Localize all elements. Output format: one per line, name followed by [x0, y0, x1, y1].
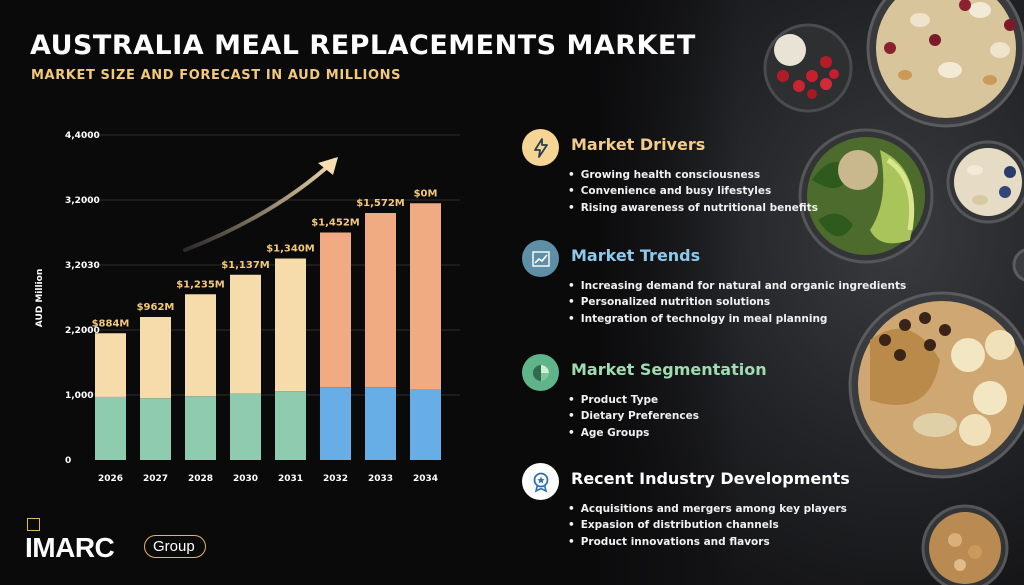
nuts-bowl-image [921, 504, 1009, 585]
x-tick-label: 2027 [143, 474, 168, 484]
section-bullet-list: Increasing demand for natural and organi… [568, 278, 907, 327]
lightning-icon [522, 129, 559, 166]
x-tick-label: 2030 [233, 474, 258, 484]
avocado-bowl-image [798, 128, 934, 264]
page-title: AUSTRALIA MEAL REPLACEMENTS MARKET [30, 30, 696, 61]
food-photo-collage [763, 0, 1024, 585]
peanut-butter-banana-bowl-image [848, 291, 1024, 479]
blueberry-granola-bowl-image [946, 140, 1024, 224]
market-size-chart: 0 1,000 2,2000 3,2030 3,2000 4,4000 AUD Milli… [35, 131, 460, 484]
bullet-item: Product Type [568, 392, 699, 408]
oatmeal-bowl-image [866, 0, 1024, 128]
bar-top-segment [365, 213, 396, 388]
bullet-item: Increasing demand for natural and organi… [568, 278, 907, 294]
imarc-logo: IMARC Group [25, 518, 225, 568]
x-tick-label: 2031 [278, 474, 303, 484]
bar-data-label: $962M [137, 302, 175, 313]
bar-top-segment [320, 232, 351, 388]
y-tick-label: 4,4000 [65, 131, 100, 141]
bar-data-label: $1,137M [221, 260, 270, 271]
bar-bottom-segment [230, 393, 261, 460]
y-tick-label: 3,2030 [65, 261, 100, 271]
section-title: Market Segmentation [571, 360, 767, 379]
y-tick-label: 3,2000 [65, 196, 100, 206]
section-title: Market Drivers [571, 135, 706, 154]
logo-group-text: Group [144, 535, 206, 558]
bar-data-label: $1,452M [311, 218, 360, 229]
bullet-item: Personalized nutrition solutions [568, 294, 906, 310]
bar-data-label: $1,572M [356, 198, 405, 209]
bar-bottom-segment [140, 398, 171, 460]
bullet-item: Product innovations and flavors [568, 534, 847, 550]
bar-data-label: $0M [414, 188, 438, 199]
bar-top-segment [140, 317, 171, 399]
bullet-item: Expasion of distribution channels [568, 517, 847, 533]
section-market-segmentation: Market Segmentation Product TypeDietary P… [522, 354, 852, 439]
bar-bottom-segment [365, 387, 396, 460]
section-market-drivers: Market Drivers Growing health consciousne… [522, 129, 852, 214]
section-bullet-list: Product TypeDietary PreferencesAge Group… [568, 392, 699, 441]
y-tick-label: 2,2000 [65, 326, 100, 336]
bar-top-segment [185, 294, 216, 397]
section-title: Recent Industry Developments [571, 469, 850, 488]
bar-bottom-segment [275, 391, 306, 460]
x-tick-label: 2026 [98, 474, 123, 484]
bar-bottom-segment [320, 387, 351, 460]
bar-bottom-segment [185, 396, 216, 460]
bar-top-segment [95, 333, 126, 397]
section-title: Market Trends [571, 246, 701, 265]
bar-top-segment [410, 203, 441, 390]
section-bullet-list: Growing health consciousnessConvenience … [568, 167, 818, 216]
section-recent-industry-developments: Recent Industry Developments Acquisitions… [522, 463, 852, 548]
logo-square-mark [27, 518, 40, 531]
y-axis-label: AUD Million [35, 269, 45, 328]
logo-main-text: IMARC [25, 532, 115, 563]
bar-bottom-segment [410, 389, 441, 460]
growth-arrow-head [318, 157, 338, 175]
page-subtitle: MARKET SIZE AND FORECAST IN AUD MILLIONS [31, 68, 402, 83]
partial-bowl-image [1012, 248, 1024, 282]
bullet-item: Growing health consciousness [568, 167, 818, 183]
y-tick-label: 0 [65, 456, 71, 466]
bullet-item: Age Groups [568, 425, 699, 441]
section-market-trends: Market Trends Increasing demand for natur… [522, 240, 906, 325]
x-tick-label: 2032 [323, 474, 348, 484]
trend-chart-icon [522, 240, 559, 277]
section-bullet-list: Acquisitions and mergers among key playe… [568, 501, 847, 550]
y-tick-label: 1,000 [65, 391, 93, 401]
bar-data-label: $1,340M [266, 244, 315, 255]
bar-top-segment [230, 274, 261, 394]
award-badge-icon [522, 463, 559, 500]
x-tick-label: 2033 [368, 474, 393, 484]
x-tick-label: 2034 [413, 474, 438, 484]
pie-chart-icon [522, 354, 559, 391]
bullet-item: Convenience and busy lifestyles [568, 183, 818, 199]
bar-data-label: $884M [92, 318, 130, 329]
growth-arrow [183, 158, 337, 252]
bullet-item: Acquisitions and mergers among key playe… [568, 501, 847, 517]
bullet-item: Dietary Preferences [568, 408, 699, 424]
bar-data-label: $1,235M [176, 279, 225, 290]
bullet-item: Integration of technolgy in meal plannin… [568, 311, 906, 327]
x-tick-label: 2028 [188, 474, 213, 484]
berries-bowl-image [763, 23, 853, 113]
bar-top-segment [275, 258, 306, 392]
bullet-item: Rising awareness of nutritional benefits [568, 200, 818, 216]
bar-bottom-segment [95, 396, 126, 460]
